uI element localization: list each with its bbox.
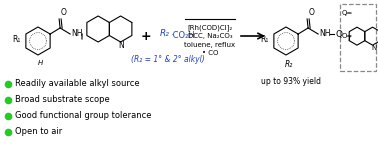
- Text: (R₂ = 1° & 2° alkyl): (R₂ = 1° & 2° alkyl): [131, 55, 204, 63]
- Text: [Rh(COD)Cl]₂
DCC, Na₂CO₃
toluene, reflux
• CO: [Rh(COD)Cl]₂ DCC, Na₂CO₃ toluene, reflux…: [184, 24, 235, 56]
- Text: Readily available alkyl source: Readily available alkyl source: [15, 80, 139, 89]
- Text: NH: NH: [319, 30, 331, 38]
- Text: O: O: [309, 8, 315, 17]
- Text: O=: O=: [342, 33, 353, 39]
- Text: O: O: [61, 8, 67, 17]
- Text: Q=: Q=: [342, 10, 353, 16]
- Text: N: N: [119, 41, 124, 50]
- Text: ·CO₂H: ·CO₂H: [170, 31, 195, 41]
- Text: R₂: R₂: [160, 28, 169, 38]
- Text: +: +: [140, 30, 151, 42]
- Text: Open to air: Open to air: [15, 128, 62, 136]
- Text: up to 93% yield: up to 93% yield: [261, 77, 321, 86]
- Text: R₁: R₁: [12, 35, 20, 44]
- Text: H: H: [37, 60, 43, 66]
- Text: NH: NH: [71, 30, 83, 38]
- Text: Q: Q: [335, 30, 342, 38]
- Text: Broad substrate scope: Broad substrate scope: [15, 96, 110, 104]
- Text: Good functional group tolerance: Good functional group tolerance: [15, 111, 152, 121]
- Bar: [340, 4, 376, 71]
- Text: R₂: R₂: [285, 60, 293, 69]
- Text: N: N: [371, 45, 376, 51]
- Text: R₁: R₁: [260, 35, 268, 44]
